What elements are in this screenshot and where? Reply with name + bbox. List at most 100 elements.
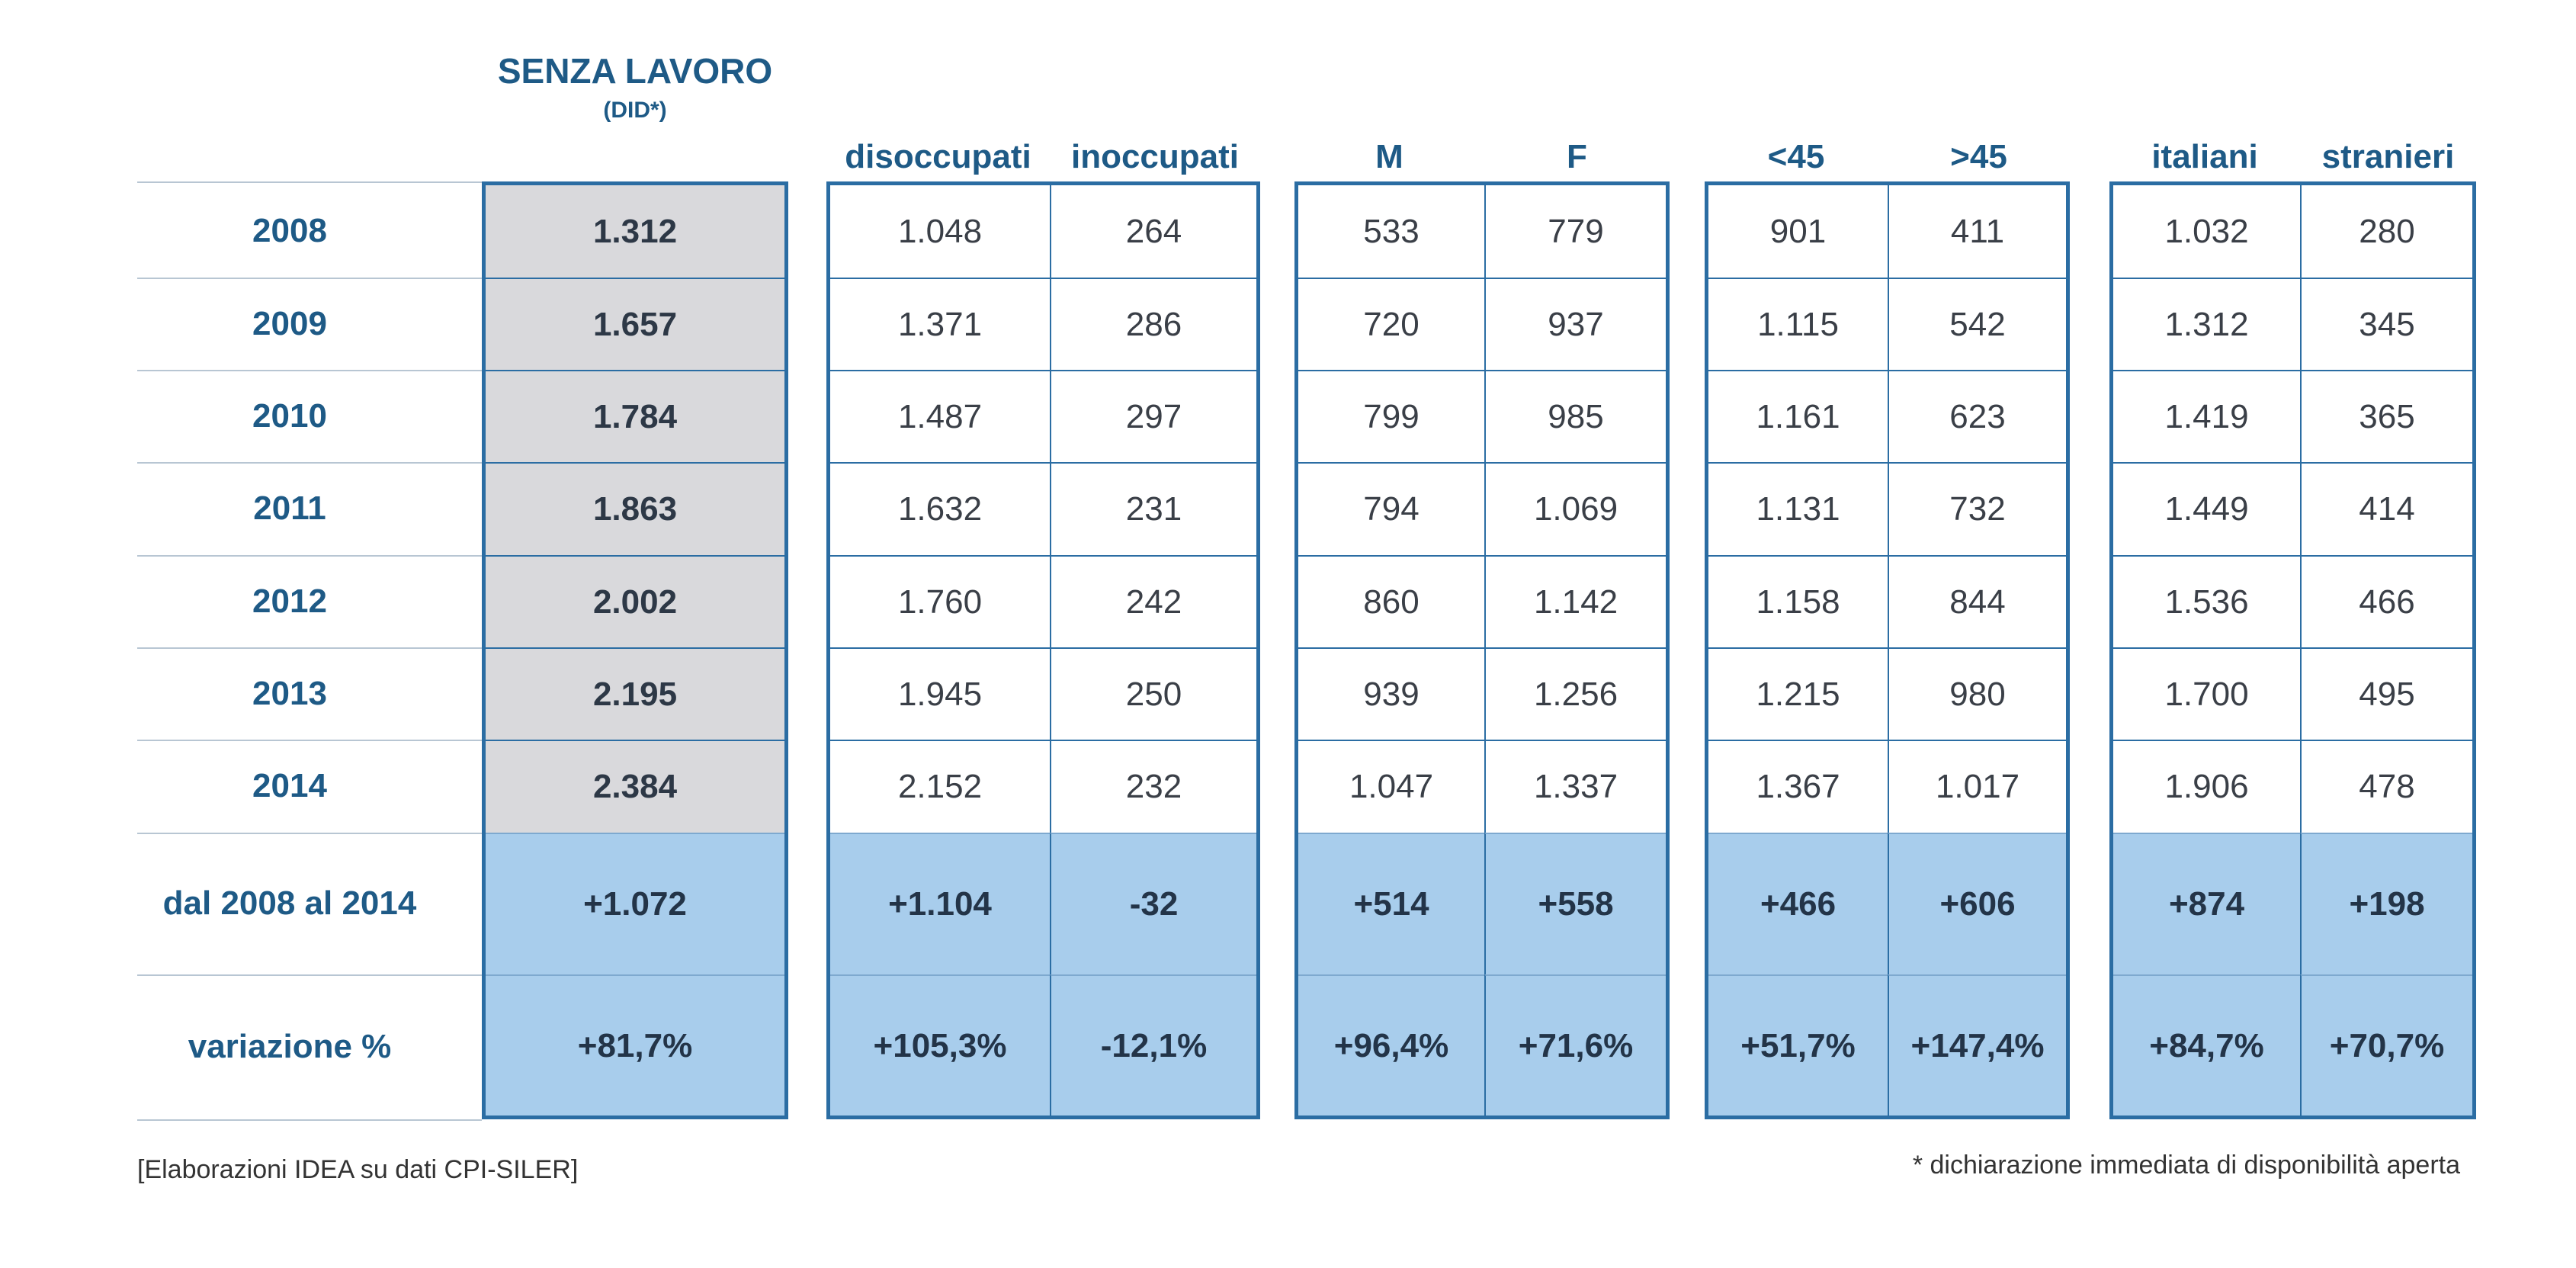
table-cell-m: 1.047 <box>1298 740 1484 833</box>
row-label: 2013 <box>252 674 327 712</box>
table-cell-disoccupati: 1.487 <box>830 370 1050 462</box>
source-note: [Elaborazioni IDEA su dati CPI-SILER] <box>137 1155 579 1184</box>
table-cell-italiani: 1.906 <box>2113 740 2300 833</box>
row-divider <box>137 1119 482 1121</box>
table-cell-over45: 980 <box>1888 647 2066 740</box>
column-header-stranieri: stranieri <box>2321 138 2455 175</box>
table-cell-inoccupati: 242 <box>1050 555 1256 647</box>
row-divider <box>137 370 482 371</box>
row-label: 2010 <box>252 396 327 435</box>
table-cell-under45: +51,7% <box>1708 974 1888 1116</box>
table-cell-total: 2.195 <box>486 647 784 740</box>
table-cell-stranieri: 414 <box>2300 462 2472 555</box>
table-subtitle: (DID*) <box>603 98 667 123</box>
table-cell-f: +71,6% <box>1484 974 1666 1116</box>
table-cell-disoccupati: 1.632 <box>830 462 1050 555</box>
table-cell-stranieri: 478 <box>2300 740 2472 833</box>
table-cell-italiani: 1.536 <box>2113 555 2300 647</box>
table-cell-f: 1.069 <box>1484 462 1666 555</box>
table-cell-italiani: +874 <box>2113 833 2300 974</box>
table-cell-disoccupati: 1.760 <box>830 555 1050 647</box>
table-cell-m: +96,4% <box>1298 974 1484 1116</box>
table-cell-over45: 542 <box>1888 278 2066 370</box>
table-cell-inoccupati: 232 <box>1050 740 1256 833</box>
table-group-4 <box>2109 181 2476 1119</box>
table-cell-m: 794 <box>1298 462 1484 555</box>
table-cell-italiani: 1.032 <box>2164 212 2249 250</box>
table-group-0 <box>482 181 788 1119</box>
table-cell-italiani: 1.312 <box>2113 278 2300 370</box>
row-label: variazione % <box>188 1028 392 1065</box>
row-divider <box>137 974 482 976</box>
table-cell-inoccupati: -32 <box>1050 833 1256 974</box>
row-label: dal 2008 al 2014 <box>162 884 417 922</box>
table-cell-over45: 411 <box>1888 185 2066 278</box>
row-divider <box>137 740 482 741</box>
table-cell-inoccupati: 297 <box>1050 370 1256 462</box>
table-cell-stranieri: 345 <box>2300 278 2472 370</box>
column-header-over45: >45 <box>1950 138 2007 175</box>
table-cell-stranieri: +198 <box>2300 833 2472 974</box>
table-cell-f: 1.337 <box>1484 740 1666 833</box>
table-cell-m: 720 <box>1298 278 1484 370</box>
column-header-m: M <box>1375 138 1403 175</box>
table-cell-total: 1.863 <box>486 462 784 555</box>
row-divider <box>137 833 482 834</box>
table-cell-under45: 1.115 <box>1708 278 1888 370</box>
row-label: 2009 <box>252 304 327 342</box>
table-group-1 <box>826 181 1260 1119</box>
table-cell-m: 860 <box>1298 555 1484 647</box>
table-cell-italiani: 1.700 <box>2113 647 2300 740</box>
table-cell-m: 799 <box>1298 370 1484 462</box>
table-cell-under45: 1.158 <box>1708 555 1888 647</box>
column-header-italiani: italiani <box>2151 138 2258 175</box>
column-header-inoccupati: inoccupati <box>1070 138 1240 175</box>
row-label: 2011 <box>253 490 326 527</box>
table-cell-total: 1.657 <box>486 278 784 370</box>
table-cell-m: 939 <box>1298 647 1484 740</box>
table-cell-over45: +606 <box>1888 833 2066 974</box>
row-divider <box>137 181 482 183</box>
table-cell-under45: +466 <box>1708 833 1888 974</box>
table-cell-total: 2.384 <box>486 740 784 833</box>
column-header-disoccupati: disoccupati <box>845 138 1031 175</box>
table-cell-m: 533 <box>1363 212 1420 250</box>
table-cell-under45: 1.161 <box>1708 370 1888 462</box>
table-cell-inoccupati: 264 <box>1050 185 1256 278</box>
table-cell-disoccupati: 1.371 <box>830 278 1050 370</box>
table-cell-f: 985 <box>1484 370 1666 462</box>
table-cell-stranieri: 365 <box>2300 370 2472 462</box>
table-cell-total: 1.784 <box>486 370 784 462</box>
table-cell-under45: 1.215 <box>1708 647 1888 740</box>
table-cell-m: +514 <box>1298 833 1484 974</box>
table-cell-f: 779 <box>1484 185 1666 278</box>
table-cell-total: +81,7% <box>486 974 784 1116</box>
table-group-3 <box>1705 181 2070 1119</box>
column-header-f: F <box>1567 138 1587 175</box>
table-cell-total: 1.312 <box>486 185 784 278</box>
table-cell-italiani: +84,7% <box>2113 974 2300 1116</box>
table-cell-inoccupati: 250 <box>1050 647 1256 740</box>
table-cell-stranieri: 280 <box>2300 185 2472 278</box>
table-cell-italiani: 1.419 <box>2113 370 2300 462</box>
table-cell-f: 937 <box>1484 278 1666 370</box>
table-cell-disoccupati: 1.048 <box>897 212 983 250</box>
footnote: * dichiarazione immediata di disponibili… <box>1912 1151 2460 1180</box>
table-cell-under45: 1.367 <box>1708 740 1888 833</box>
table-cell-disoccupati: +105,3% <box>830 974 1050 1116</box>
row-divider <box>137 647 482 649</box>
table-cell-italiani: 1.449 <box>2113 462 2300 555</box>
table-cell-disoccupati: 1.945 <box>830 647 1050 740</box>
table-cell-inoccupati: 286 <box>1050 278 1256 370</box>
table-cell-f: +558 <box>1484 833 1666 974</box>
table-cell-stranieri: +70,7% <box>2300 974 2472 1116</box>
table-cell-over45: 623 <box>1888 370 2066 462</box>
table-cell-over45: 844 <box>1888 555 2066 647</box>
row-label: 2012 <box>252 582 327 620</box>
table-group-2 <box>1294 181 1670 1119</box>
table-title: SENZA LAVORO <box>497 51 773 91</box>
table-cell-under45: 901 <box>1769 212 1827 250</box>
table-cell-under45: 1.131 <box>1708 462 1888 555</box>
table-cell-inoccupati: -12,1% <box>1050 974 1256 1116</box>
table-cell-total: +1.072 <box>486 833 784 974</box>
